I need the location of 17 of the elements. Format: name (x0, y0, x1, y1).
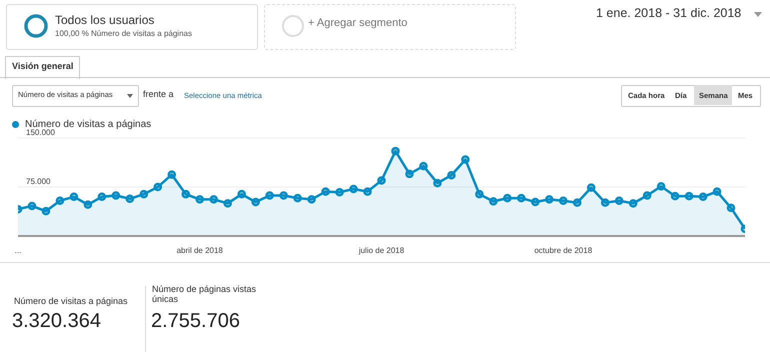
text: Número de visitas a páginas (14, 296, 128, 306)
legend-label: Número de visitas a páginas (24, 119, 152, 130)
text: 2.755.706 (151, 310, 240, 333)
y-tick-label: 150.000 (26, 128, 56, 137)
x-tick-label: octubre de 2018 (534, 246, 593, 255)
x-tick-label: ... (14, 246, 22, 255)
text: Número de páginas vistas únicas (152, 284, 258, 305)
x-tick-label: julio de 2018 (358, 246, 405, 255)
x-tick-label: abril de 2018 (176, 246, 224, 255)
text: Todos los usuarios (55, 13, 154, 28)
text: frente a (143, 89, 174, 100)
text: Visión general (12, 61, 74, 72)
y-tick-label: 75.000 (26, 176, 52, 186)
text: 100,00 % Número de visitas a páginas (55, 29, 192, 38)
text: + Agregar segmento (308, 17, 408, 30)
text: 3.320.364 (12, 310, 101, 333)
text: 1 ene. 2018 - 31 dic. 2018 (596, 6, 742, 20)
